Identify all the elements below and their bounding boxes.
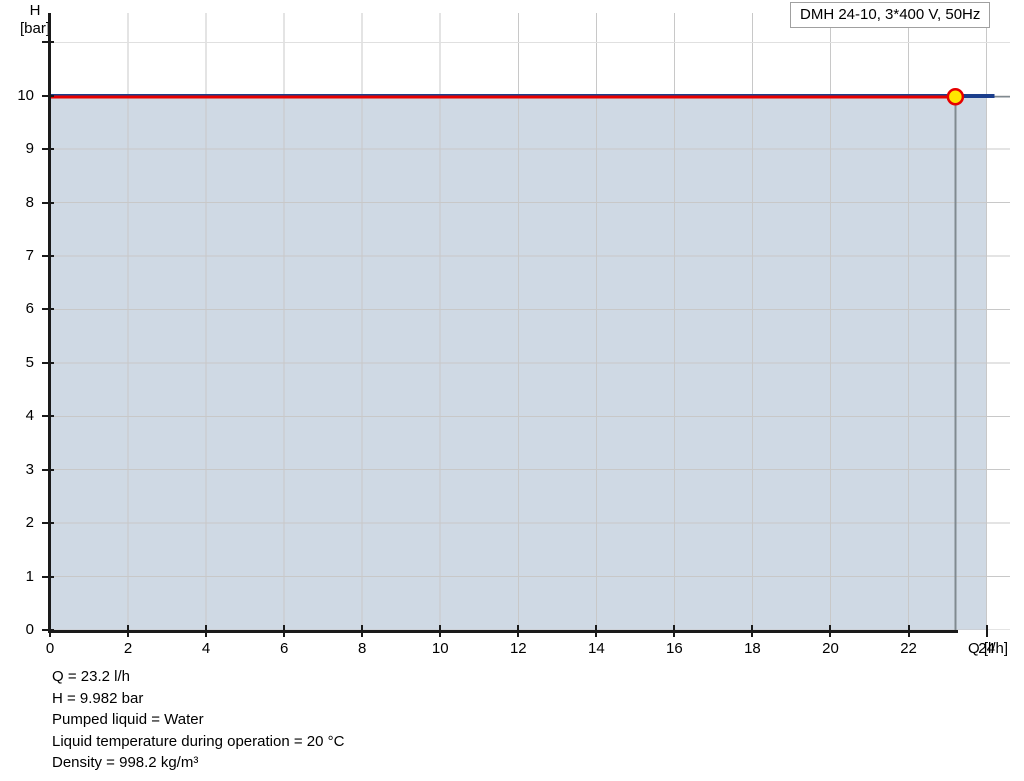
operating-point-marker[interactable] (946, 88, 965, 106)
x-axis-tick-label: 4 (201, 640, 211, 657)
x-axis-tick (985, 625, 988, 637)
x-axis-tick-label: 6 (279, 640, 289, 657)
plot-canvas (50, 13, 1010, 630)
y-axis-tick-label: 4 (25, 407, 34, 425)
x-axis-tick-label: 10 (431, 640, 449, 657)
y-axis-tick-label: 1 (25, 567, 34, 585)
y-axis-tick-label: 5 (25, 353, 34, 371)
plot-area (50, 13, 1010, 630)
y-axis-line (48, 13, 51, 633)
annotation-density: Density = 998.2 kg/m³ (52, 754, 199, 771)
y-axis-symbol: H (29, 2, 41, 19)
x-axis-title: Q [l/h] (968, 640, 1009, 657)
y-axis-tick-label: 9 (25, 140, 34, 158)
x-axis-tick-label: 0 (45, 640, 55, 657)
x-axis-tick-label: 8 (358, 640, 367, 657)
annotation-flow: Q = 23.2 l/h (52, 668, 130, 685)
y-axis-tick-label: 8 (25, 193, 34, 211)
annotation-liquid: Pumped liquid = Water (52, 711, 204, 728)
x-axis-tick-label: 14 (587, 640, 605, 657)
y-axis-unit: [bar] (20, 20, 51, 37)
y-axis-tick-label: 2 (25, 514, 34, 532)
x-axis-tick-label: 18 (744, 640, 761, 657)
y-axis-tick-label: 6 (25, 300, 34, 318)
annotation-head: H = 9.982 bar (52, 689, 144, 707)
x-axis-tick-label: 2 (123, 640, 133, 657)
y-axis-tick-label: 7 (25, 247, 34, 265)
x-axis-tick-label: 20 (822, 640, 839, 657)
y-axis-tick-label: 10 (17, 86, 34, 104)
y-axis-tick-label: 3 (25, 460, 34, 478)
x-axis-tick-label: 16 (666, 640, 683, 657)
legend: DMH 24-10, 3*400 V, 50Hz (790, 2, 991, 28)
x-axis-line (48, 630, 958, 633)
duty-point-annotations: Q = 23.2 l/h H = 9.982 bar Pumped liquid… (52, 666, 344, 774)
y-axis-tick-label: 0 (25, 621, 34, 638)
x-axis-tick-label: 24 (978, 640, 995, 657)
x-axis-tick-label: 22 (900, 640, 917, 657)
annotation-temperature: Liquid temperature during operation = 20… (52, 732, 345, 750)
y-axis-title: H [bar] (20, 2, 50, 38)
x-axis-tick-label: 12 (509, 640, 527, 657)
legend-label: DMH 24-10, 3*400 V, 50Hz (800, 6, 981, 23)
